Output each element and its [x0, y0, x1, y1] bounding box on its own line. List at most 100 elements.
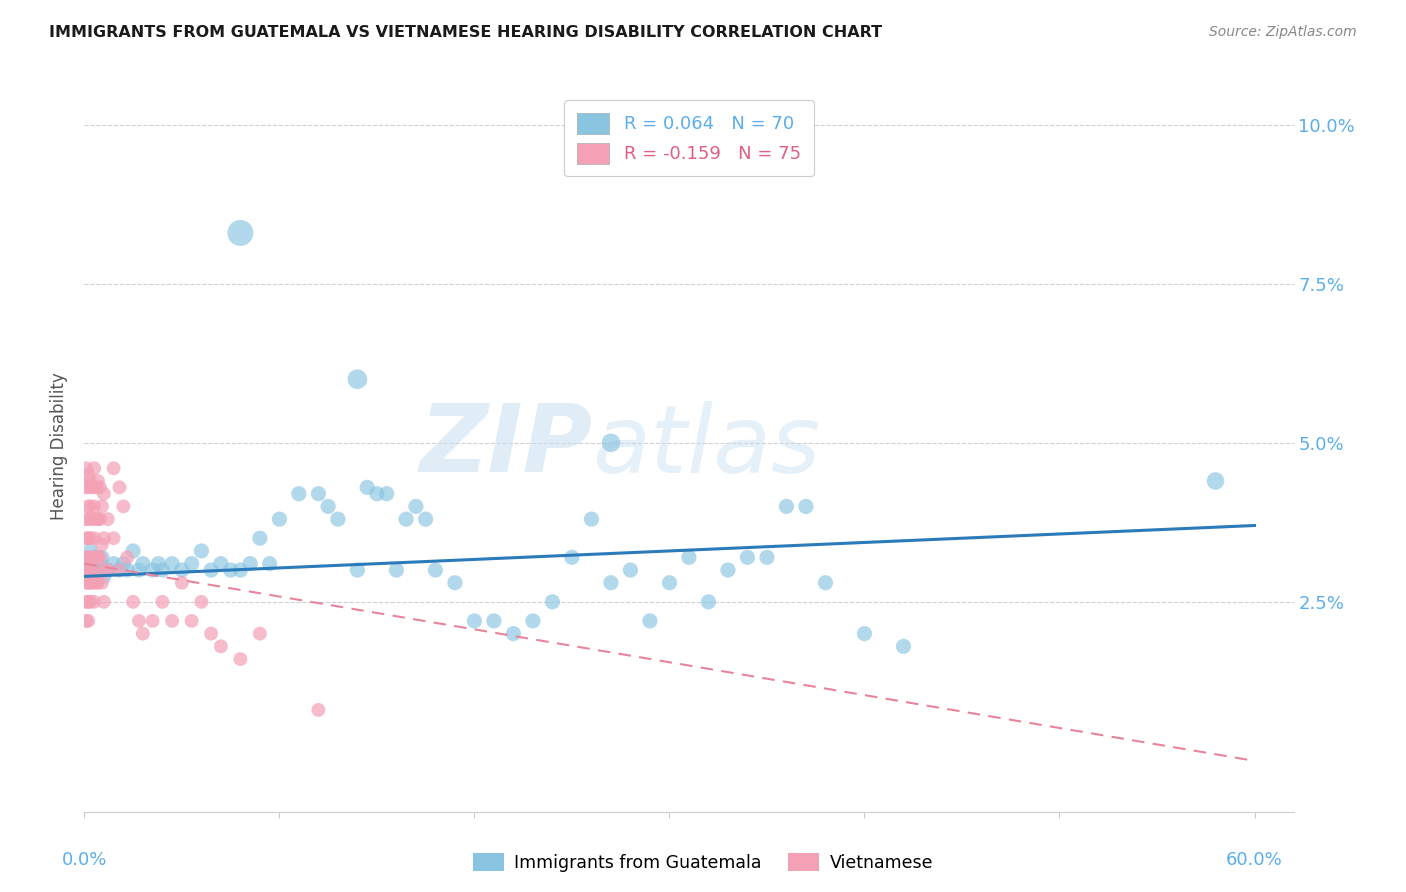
Point	[229, 563, 252, 577]
Point	[77, 563, 100, 577]
Point	[249, 626, 271, 640]
Point	[180, 614, 202, 628]
Point	[229, 652, 252, 666]
Point	[502, 626, 524, 640]
Point	[853, 626, 876, 640]
Point	[77, 500, 100, 514]
Point	[79, 474, 101, 488]
Point	[103, 531, 125, 545]
Point	[148, 557, 170, 571]
Point	[561, 550, 583, 565]
Point	[87, 563, 110, 577]
Point	[425, 563, 447, 577]
Point	[122, 544, 145, 558]
Point	[77, 480, 100, 494]
Point	[209, 557, 232, 571]
Point	[77, 531, 100, 545]
Point	[170, 563, 193, 577]
Point	[89, 512, 111, 526]
Point	[82, 557, 104, 571]
Point	[717, 563, 740, 577]
Point	[90, 500, 112, 514]
Point	[77, 557, 100, 571]
Point	[84, 550, 107, 565]
Point	[142, 614, 165, 628]
Text: 60.0%: 60.0%	[1226, 851, 1282, 869]
Point	[132, 626, 155, 640]
Point	[619, 563, 641, 577]
Point	[83, 461, 105, 475]
Text: ZIP: ZIP	[419, 400, 592, 492]
Point	[79, 595, 101, 609]
Point	[522, 614, 544, 628]
Point	[97, 512, 120, 526]
Point	[108, 480, 131, 494]
Point	[77, 595, 100, 609]
Point	[75, 531, 97, 545]
Point	[444, 575, 467, 590]
Point	[83, 563, 105, 577]
Point	[75, 480, 97, 494]
Text: Source: ZipAtlas.com: Source: ZipAtlas.com	[1209, 25, 1357, 39]
Text: 0.0%: 0.0%	[62, 851, 107, 869]
Point	[79, 500, 101, 514]
Point	[103, 461, 125, 475]
Point	[75, 550, 97, 565]
Point	[83, 531, 105, 545]
Point	[82, 480, 104, 494]
Point	[108, 563, 131, 577]
Point	[638, 614, 661, 628]
Point	[405, 500, 427, 514]
Point	[346, 563, 368, 577]
Text: IMMIGRANTS FROM GUATEMALA VS VIETNAMESE HEARING DISABILITY CORRELATION CHART: IMMIGRANTS FROM GUATEMALA VS VIETNAMESE …	[49, 25, 883, 40]
Legend: Immigrants from Guatemala, Vietnamese: Immigrants from Guatemala, Vietnamese	[465, 847, 941, 879]
Point	[307, 703, 329, 717]
Point	[128, 614, 150, 628]
Point	[75, 614, 97, 628]
Point	[89, 557, 111, 571]
Point	[775, 500, 797, 514]
Point	[117, 550, 139, 565]
Point	[395, 512, 418, 526]
Point	[84, 550, 107, 565]
Point	[103, 557, 125, 571]
Point	[482, 614, 505, 628]
Point	[697, 595, 720, 609]
Point	[93, 531, 115, 545]
Point	[83, 563, 105, 577]
Point	[600, 575, 623, 590]
Point	[581, 512, 603, 526]
Point	[288, 486, 311, 500]
Point	[108, 563, 131, 577]
Point	[737, 550, 759, 565]
Point	[82, 550, 104, 565]
Point	[79, 531, 101, 545]
Point	[375, 486, 398, 500]
Point	[93, 563, 115, 577]
Point	[77, 467, 100, 482]
Point	[160, 557, 183, 571]
Point	[75, 563, 97, 577]
Point	[112, 557, 135, 571]
Point	[87, 474, 110, 488]
Point	[794, 500, 817, 514]
Point	[75, 461, 97, 475]
Point	[658, 575, 681, 590]
Point	[678, 550, 700, 565]
Point	[170, 575, 193, 590]
Point	[87, 575, 110, 590]
Point	[97, 563, 120, 577]
Point	[190, 544, 212, 558]
Point	[190, 595, 212, 609]
Point	[132, 557, 155, 571]
Point	[87, 512, 110, 526]
Point	[219, 563, 242, 577]
Point	[316, 500, 339, 514]
Point	[79, 544, 101, 558]
Point	[82, 512, 104, 526]
Point	[84, 512, 107, 526]
Point	[97, 563, 120, 577]
Point	[75, 595, 97, 609]
Point	[117, 563, 139, 577]
Point	[415, 512, 437, 526]
